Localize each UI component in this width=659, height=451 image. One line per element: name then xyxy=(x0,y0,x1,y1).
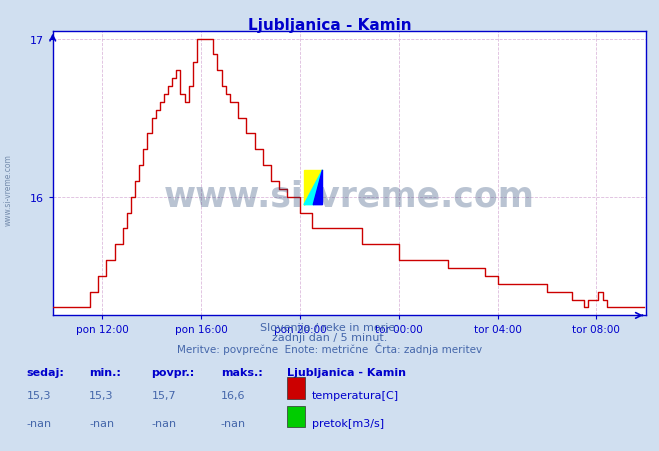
Text: pretok[m3/s]: pretok[m3/s] xyxy=(312,419,384,428)
Text: 15,3: 15,3 xyxy=(26,390,51,400)
Text: www.si-vreme.com: www.si-vreme.com xyxy=(164,179,534,213)
Text: Ljubljanica - Kamin: Ljubljanica - Kamin xyxy=(248,18,411,33)
Text: sedaj:: sedaj: xyxy=(26,368,64,377)
Text: povpr.:: povpr.: xyxy=(152,368,195,377)
Text: maks.:: maks.: xyxy=(221,368,262,377)
Text: -nan: -nan xyxy=(26,419,51,428)
Text: temperatura[C]: temperatura[C] xyxy=(312,390,399,400)
Polygon shape xyxy=(313,170,322,205)
Text: -nan: -nan xyxy=(89,419,114,428)
Text: min.:: min.: xyxy=(89,368,121,377)
Text: -nan: -nan xyxy=(152,419,177,428)
Text: Slovenija / reke in morje.: Slovenija / reke in morje. xyxy=(260,322,399,332)
Text: -nan: -nan xyxy=(221,419,246,428)
Text: zadnji dan / 5 minut.: zadnji dan / 5 minut. xyxy=(272,332,387,342)
Text: Meritve: povprečne  Enote: metrične  Črta: zadnja meritev: Meritve: povprečne Enote: metrične Črta:… xyxy=(177,342,482,354)
Text: www.si-vreme.com: www.si-vreme.com xyxy=(3,153,13,226)
Text: Ljubljanica - Kamin: Ljubljanica - Kamin xyxy=(287,368,406,377)
Text: 15,7: 15,7 xyxy=(152,390,176,400)
Polygon shape xyxy=(304,170,322,205)
Text: 16,6: 16,6 xyxy=(221,390,245,400)
Polygon shape xyxy=(304,170,322,205)
Text: 15,3: 15,3 xyxy=(89,390,113,400)
